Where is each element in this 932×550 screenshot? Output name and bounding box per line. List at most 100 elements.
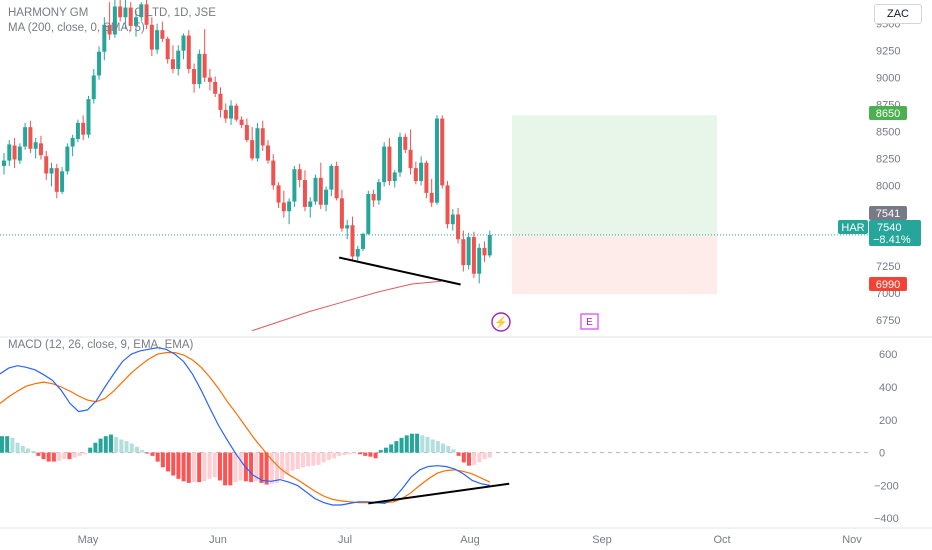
macd-histogram-bar: [415, 433, 420, 453]
earnings-marker[interactable]: [580, 313, 599, 330]
macd-histogram-bar: [31, 450, 36, 453]
macd-histogram-bar: [409, 433, 414, 453]
candle-body: [419, 162, 424, 182]
last-price-tag-label: 7540: [877, 222, 901, 234]
event-markers[interactable]: ⚡ E: [491, 312, 599, 332]
macd-histogram-bar: [15, 442, 20, 453]
macd-histogram-bar: [197, 452, 202, 483]
candle-body: [276, 185, 281, 203]
macd-histogram-bar: [72, 452, 77, 458]
macd-histogram-bar: [425, 437, 430, 453]
candle-body: [308, 201, 313, 207]
macd-histogram-bar: [62, 452, 67, 460]
price-tick-label: 9250: [876, 46, 900, 58]
macd-histogram-bar: [202, 452, 207, 482]
macd-histogram-bar: [67, 452, 72, 460]
candle-body: [176, 50, 181, 69]
candle-body: [91, 75, 96, 100]
candle-body: [329, 165, 334, 190]
candle-body: [287, 201, 292, 212]
macd-histogram-bar: [129, 443, 134, 453]
symbol-name: HARMONY GM: [8, 7, 89, 19]
currency-button[interactable]: ZAC: [874, 4, 922, 24]
candle-body: [207, 77, 212, 82]
macd-histogram-bar: [487, 452, 492, 458]
candle-body: [170, 59, 175, 69]
price-tick-label: 7250: [876, 261, 900, 273]
target-tag-bg: [869, 106, 907, 120]
candle-body: [361, 233, 366, 249]
candle-body: [260, 128, 265, 146]
price-tick-label: 7000: [876, 288, 900, 300]
symbol-legend[interactable]: HARMONY GM O LTD, 1D, JSE: [8, 7, 216, 19]
time-tick-label: Nov: [842, 534, 862, 546]
candle-body: [244, 125, 249, 141]
candle-body: [149, 24, 154, 50]
macd-histogram-bar: [477, 452, 482, 463]
time-axis: May Jun Jul Aug Sep Oct Nov: [78, 534, 863, 546]
macd-histogram-bar: [275, 452, 280, 483]
macd-line: [0, 346, 490, 506]
candle-body: [139, 4, 144, 18]
macd-histogram-bar: [108, 434, 113, 453]
macd-histogram-bar: [404, 435, 409, 453]
stop-zone: [512, 234, 717, 295]
candle-body: [70, 137, 75, 147]
price-support-trendline: [338, 256, 461, 286]
candle-body: [165, 38, 170, 60]
macd-histogram-bar: [383, 447, 388, 453]
candle-body: [38, 143, 43, 156]
target-zone: [512, 115, 717, 235]
ma-legend[interactable]: MA (200, close, 0, SMA, 5): [8, 22, 145, 34]
candle-body: [17, 146, 22, 161]
ma-200-line: [251, 280, 442, 332]
last-price-tag-bg: [869, 220, 921, 246]
candle-body: [440, 118, 445, 186]
macd-histogram-bar: [238, 452, 243, 481]
time-tick-label: Oct: [713, 534, 730, 546]
time-tick-label: Jul: [338, 534, 352, 546]
candle-body: [339, 198, 344, 229]
candle-body: [371, 193, 376, 201]
macd-histogram-bar: [155, 452, 160, 462]
candle-body: [23, 127, 28, 147]
candle-body: [44, 156, 49, 174]
candle-body: [376, 182, 381, 201]
price-pane: [2, 0, 492, 332]
macd-histogram-bar: [5, 436, 10, 453]
dividend-marker[interactable]: [491, 312, 511, 332]
macd-signal-line: [0, 352, 491, 504]
candle-body: [202, 53, 207, 78]
candle-body: [86, 99, 91, 135]
candle-body: [218, 93, 223, 110]
macd-histogram-bar: [337, 452, 342, 456]
candle-body: [461, 239, 466, 266]
time-tick-label: Aug: [460, 534, 480, 546]
macd-tick-label: −400: [874, 513, 899, 525]
macd-histogram-bar: [316, 452, 321, 465]
candle-body: [297, 169, 302, 180]
candle-body: [271, 160, 276, 186]
last-close-tag-bg: [869, 206, 907, 220]
macd-histogram-bar: [347, 452, 352, 455]
ticker-tag-label: HAR: [841, 222, 864, 234]
candle-body: [450, 214, 455, 225]
time-tick-label: Sep: [592, 534, 612, 546]
candle-body: [266, 145, 270, 161]
candle-body: [387, 146, 392, 182]
macd-histogram-bar: [249, 452, 254, 483]
macd-histogram-bar: [467, 452, 472, 466]
candle-body: [97, 51, 102, 76]
earnings-label: E: [586, 317, 593, 328]
candle-body: [345, 225, 350, 229]
candle-body: [223, 109, 228, 119]
candle-body: [382, 146, 387, 183]
macd-histogram-bar: [259, 452, 264, 483]
macd-histogram-bar: [430, 439, 435, 453]
candle-body: [234, 105, 239, 120]
macd-histogram-bar: [326, 452, 331, 460]
candle-body: [239, 119, 244, 126]
macd-legend[interactable]: MACD (12, 26, close, 9, EMA, EMA): [8, 339, 194, 351]
